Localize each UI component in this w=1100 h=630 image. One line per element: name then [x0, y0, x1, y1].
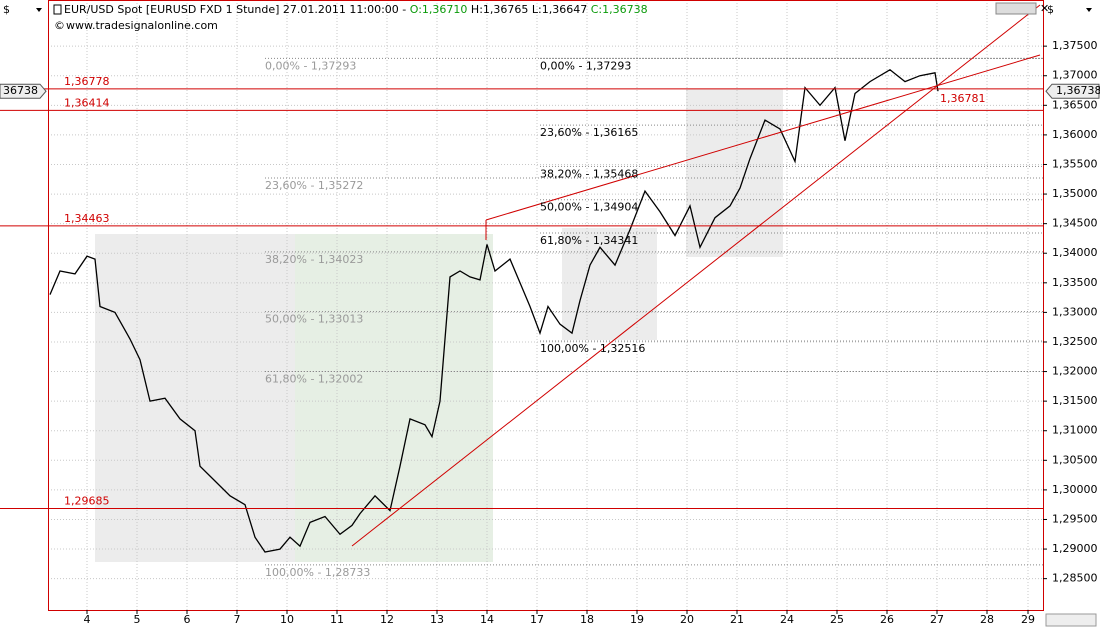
- x-tick-label: 11: [330, 613, 344, 626]
- y-tick-label: 1,31500: [1052, 394, 1098, 407]
- fib-label: 61,80% - 1,34341: [540, 234, 638, 247]
- x-tick-label: 13: [430, 613, 444, 626]
- fib-label: 23,60% - 1,35272: [265, 179, 363, 192]
- y-tick-label: 1,35500: [1052, 157, 1098, 170]
- close-button[interactable]: ✕: [1040, 2, 1049, 15]
- price-line: [49, 69, 939, 553]
- x-tick-label: 19: [630, 613, 644, 626]
- copyright: ©: [54, 19, 65, 32]
- x-tick-label: 12: [380, 613, 394, 626]
- close: C:1,36738: [591, 3, 648, 16]
- price-tag: [0, 83, 47, 99]
- fib-label: 50,00% - 1,34904: [540, 201, 638, 214]
- x-tick-label: 27: [930, 613, 944, 626]
- nav-buttons[interactable]: [995, 2, 1037, 15]
- fib-label: 0,00% - 1,37293: [540, 59, 631, 72]
- icon: [53, 4, 62, 15]
- fib-label: 100,00% - 1,32516: [540, 342, 645, 355]
- price-tag-label: 36738: [3, 84, 38, 97]
- x-tick-label: 6: [184, 613, 191, 626]
- currency: $: [3, 3, 10, 16]
- level-label: 1,36414: [64, 96, 110, 109]
- y-tick-label: 1,33500: [1052, 276, 1098, 289]
- open: O:1,36710: [410, 3, 468, 16]
- x-tick-label: 4: [84, 613, 91, 626]
- y-tick-label: 1,31000: [1052, 424, 1098, 437]
- x-tick-label: 17: [530, 613, 544, 626]
- scroll-buttons[interactable]: [1045, 613, 1097, 627]
- level-label: 1,29685: [64, 495, 110, 508]
- fib-zone: [562, 228, 657, 340]
- x-tick-label: 10: [280, 613, 294, 626]
- scroll-buttons[interactable]: [1045, 613, 1097, 627]
- x-tick-label: 5: [134, 613, 141, 626]
- x-tick-label: 7: [234, 613, 241, 626]
- x-tick-label: 14: [480, 613, 494, 626]
- fib-label: 50,00% - 1,33013: [265, 313, 363, 326]
- y-tick-label: 1,30000: [1052, 483, 1098, 496]
- website: www.tradesignalonline.com: [66, 19, 218, 32]
- fib-label: 23,60% - 1,36165: [540, 126, 638, 139]
- x-tick-label: 25: [830, 613, 844, 626]
- x-tick-label: 29: [1021, 613, 1035, 626]
- y-tick-label: 1,34000: [1052, 246, 1098, 259]
- fib-label: 100,00% - 1,28733: [265, 566, 370, 579]
- y-tick-label: 1,32500: [1052, 335, 1098, 348]
- window-buttons[interactable]: ✕: [995, 2, 1049, 15]
- y-tick-label: 1,34500: [1052, 217, 1098, 230]
- x-tick-label: 18: [580, 613, 594, 626]
- level-label: 1,34463: [64, 212, 110, 225]
- y-tick-label: 1,36000: [1052, 128, 1098, 141]
- x-tick-label: 28: [980, 613, 994, 626]
- marker-label: 1,36781: [940, 92, 986, 105]
- fib-label: 0,00% - 1,37293: [265, 59, 356, 72]
- y-tick-label: 1,29000: [1052, 542, 1098, 555]
- y-tick-label: 1,35000: [1052, 187, 1098, 200]
- fib-label: 38,20% - 1,34023: [265, 253, 363, 266]
- low: L:1,36647: [532, 3, 587, 16]
- instrument: EUR/USD Spot [EURUSD FXD 1 Stunde] 27.01…: [64, 3, 406, 16]
- fib-zone: [686, 89, 783, 257]
- fib-zone: [295, 234, 493, 562]
- fib-zone: [95, 234, 295, 562]
- y-tick-label: 1,30500: [1052, 453, 1098, 466]
- y-tick-label: 1,28500: [1052, 572, 1098, 585]
- trend-line: [485, 54, 1041, 221]
- fib-label: 61,80% - 1,32002: [265, 372, 363, 385]
- currency: $: [1047, 3, 1054, 16]
- level-label: 1,36778: [64, 75, 110, 88]
- y-tick-label: 1,32000: [1052, 365, 1098, 378]
- x-tick-label: 26: [880, 613, 894, 626]
- price-tag: [1045, 83, 1100, 99]
- x-tick-label: 24: [780, 613, 794, 626]
- y-tick-label: 1,37000: [1052, 69, 1098, 82]
- x-tick-label: 21: [730, 613, 744, 626]
- y-tick-label: 1,33000: [1052, 305, 1098, 318]
- trend-line: [351, 4, 1041, 547]
- x-tick-label: 20: [680, 613, 694, 626]
- y-tick-label: 1,29500: [1052, 512, 1098, 525]
- high: H:1,36765: [471, 3, 528, 16]
- y-tick-label: 1,37500: [1052, 39, 1098, 52]
- price-tag-label: 1,36738: [1056, 84, 1100, 97]
- fib-label: 38,20% - 1,35468: [540, 167, 638, 180]
- y-tick-label: 1,36500: [1052, 98, 1098, 111]
- header-line: EUR/USD Spot [EURUSD FXD 1 Stunde] 27.01…: [64, 3, 648, 16]
- plot-frame: [48, 0, 1044, 611]
